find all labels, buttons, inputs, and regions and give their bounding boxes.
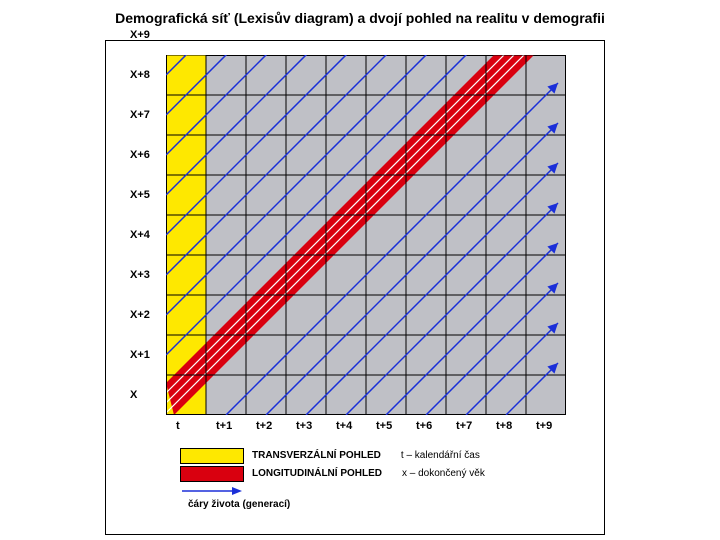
ytick-label: X+1 — [130, 349, 150, 361]
ytick-label: X+4 — [130, 229, 150, 241]
xtick-label: t+3 — [296, 420, 312, 432]
ytick-label: X — [130, 389, 137, 401]
legend-label: TRANSVERZÁLNÍ POHLED — [252, 450, 381, 461]
xtick-label: t+1 — [216, 420, 232, 432]
lexis-svg — [166, 55, 566, 415]
ytick-label: X+5 — [130, 189, 150, 201]
ytick-label: X+8 — [130, 69, 150, 81]
xtick-label: t — [176, 420, 180, 432]
ytick-label: X+2 — [130, 309, 150, 321]
xtick-label: t+5 — [376, 420, 392, 432]
legend-swatch — [180, 448, 244, 464]
xtick-label: t+9 — [536, 420, 552, 432]
slide-container: Demografická síť (Lexisův diagram) a dvo… — [0, 0, 720, 540]
page-title: Demografická síť (Lexisův diagram) a dvo… — [0, 10, 720, 26]
ytick-label: X+9 — [130, 29, 150, 41]
lexis-chart — [166, 55, 566, 415]
legend-arrow-icon — [180, 484, 244, 498]
legend-row: LONGITUDINÁLNÍ POHLED x – dokončený věk — [180, 466, 560, 484]
legend-right-label: t – kalendářní čas — [401, 450, 480, 461]
legend-arrow-row: čáry života (generací) — [180, 484, 560, 502]
ytick-label: X+3 — [130, 269, 150, 281]
legend: TRANSVERZÁLNÍ POHLED t – kalendářní čas LO… — [180, 448, 560, 502]
legend-right-label: x – dokončený věk — [402, 468, 485, 479]
xtick-label: t+2 — [256, 420, 272, 432]
ytick-label: X+7 — [130, 109, 150, 121]
legend-label: LONGITUDINÁLNÍ POHLED — [252, 468, 382, 479]
xtick-label: t+8 — [496, 420, 512, 432]
ytick-label: X+6 — [130, 149, 150, 161]
legend-arrow-label: čáry života (generací) — [188, 499, 290, 510]
legend-row: TRANSVERZÁLNÍ POHLED t – kalendářní čas — [180, 448, 560, 466]
xtick-label: t+6 — [416, 420, 432, 432]
xtick-label: t+7 — [456, 420, 472, 432]
xtick-label: t+4 — [336, 420, 352, 432]
legend-swatch — [180, 466, 244, 482]
